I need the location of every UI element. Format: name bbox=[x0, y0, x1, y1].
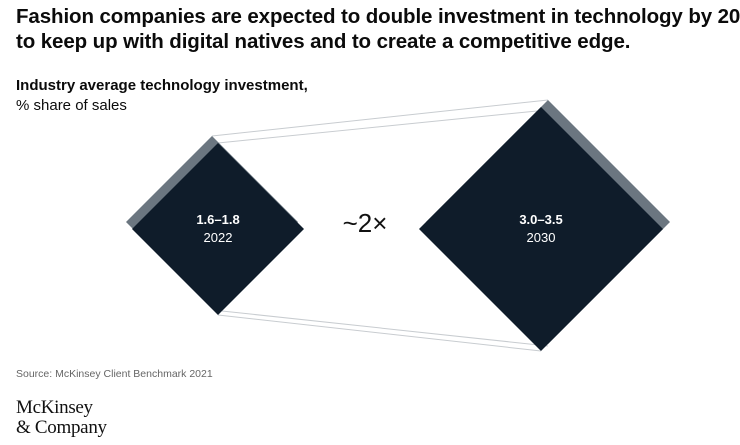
multiplier-label: ~2× bbox=[343, 208, 388, 238]
chart-title: Fashion companies are expected to double… bbox=[16, 4, 740, 54]
connector-lines bbox=[211, 99, 549, 352]
connector-bottom-inner bbox=[221, 310, 549, 347]
chart-title-line2: to keep up with digital natives and to c… bbox=[16, 30, 631, 53]
year-label-2030: 2030 bbox=[527, 230, 556, 245]
connector-top-outer bbox=[211, 99, 549, 137]
diamond-2030 bbox=[419, 107, 663, 351]
source-note: Source: McKinsey Client Benchmark 2021 bbox=[16, 368, 213, 380]
connector-bottom-outer bbox=[217, 314, 542, 352]
logo-line2: & Company bbox=[16, 417, 107, 438]
mckinsey-logo: McKinsey & Company bbox=[16, 398, 107, 438]
subtitle-metric: Industry average technology investment, bbox=[16, 77, 308, 94]
chart-title-line1: Fashion companies are expected to double… bbox=[16, 5, 740, 28]
value-label-2022: 1.6–1.8 bbox=[196, 212, 239, 227]
connector-top-inner bbox=[217, 110, 538, 144]
diamond-2022 bbox=[132, 143, 304, 315]
value-label-2030: 3.0–3.5 bbox=[519, 212, 562, 227]
subtitle-unit: % share of sales bbox=[16, 97, 127, 114]
chart-subtitle: Industry average technology investment, … bbox=[16, 76, 308, 116]
logo-line1: McKinsey bbox=[16, 397, 93, 418]
year-label-2022: 2022 bbox=[204, 230, 233, 245]
